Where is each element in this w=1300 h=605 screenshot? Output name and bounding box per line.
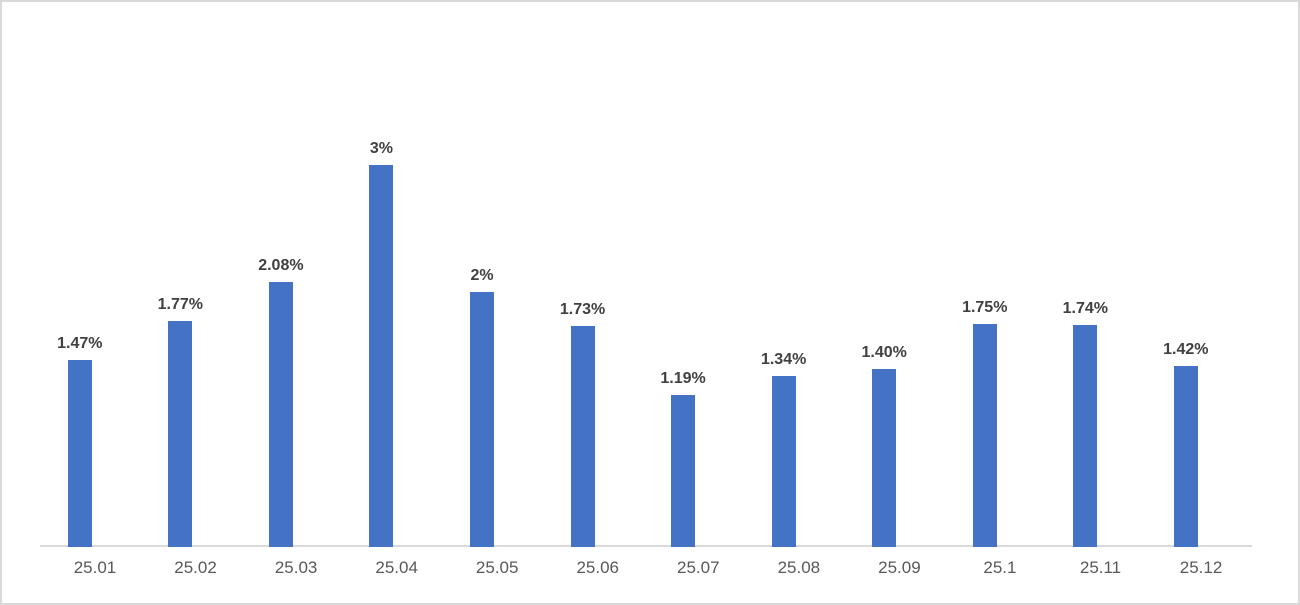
bar bbox=[369, 164, 394, 547]
bar bbox=[972, 323, 997, 547]
bar bbox=[771, 376, 796, 547]
x-axis-tick-label: 25.01 bbox=[73, 558, 117, 577]
bar-value-label: 3% bbox=[369, 139, 393, 157]
bar bbox=[67, 359, 92, 547]
x-axis-tick-label: 25.07 bbox=[677, 558, 720, 577]
x-axis-line bbox=[40, 545, 1252, 547]
x-axis-tick-label: 25.02 bbox=[174, 558, 217, 577]
bar-value-label: 1.74% bbox=[1062, 300, 1108, 318]
bar-value-label: 1.19% bbox=[660, 370, 706, 388]
x-axis-tick-label: 25.12 bbox=[1179, 558, 1223, 577]
bar-value-label: 1.34% bbox=[760, 351, 807, 369]
bar-value-label: 1.42% bbox=[1163, 340, 1209, 358]
x-axis-tick-label: 25.04 bbox=[375, 558, 418, 577]
bar bbox=[872, 368, 897, 547]
bar bbox=[168, 321, 193, 547]
x-axis-tick-label: 25.05 bbox=[475, 558, 519, 577]
bar bbox=[1173, 365, 1198, 547]
bar bbox=[570, 326, 595, 547]
bar-value-label: 2.08% bbox=[258, 256, 304, 274]
bar bbox=[268, 281, 293, 547]
bar bbox=[671, 395, 696, 547]
x-axis-tick-label: 25.1 bbox=[983, 558, 1017, 577]
bar-value-label: 1.77% bbox=[157, 296, 204, 314]
x-axis-tick-label: 25.11 bbox=[1079, 558, 1122, 577]
bar bbox=[470, 292, 494, 547]
bar-value-label: 1.73% bbox=[559, 301, 606, 319]
bar bbox=[1073, 325, 1098, 547]
bar-value-label: 2% bbox=[470, 267, 494, 284]
x-axis-tick-label: 25.06 bbox=[576, 558, 620, 577]
bar-value-label: 1.47% bbox=[57, 334, 103, 352]
x-axis-tick-label: 25.03 bbox=[274, 558, 318, 577]
bar-value-label: 1.40% bbox=[861, 343, 907, 361]
bar-value-label: 1.75% bbox=[962, 298, 1008, 316]
x-axis-tick-label: 25.08 bbox=[777, 558, 821, 577]
x-axis-tick-label: 25.09 bbox=[878, 558, 921, 577]
